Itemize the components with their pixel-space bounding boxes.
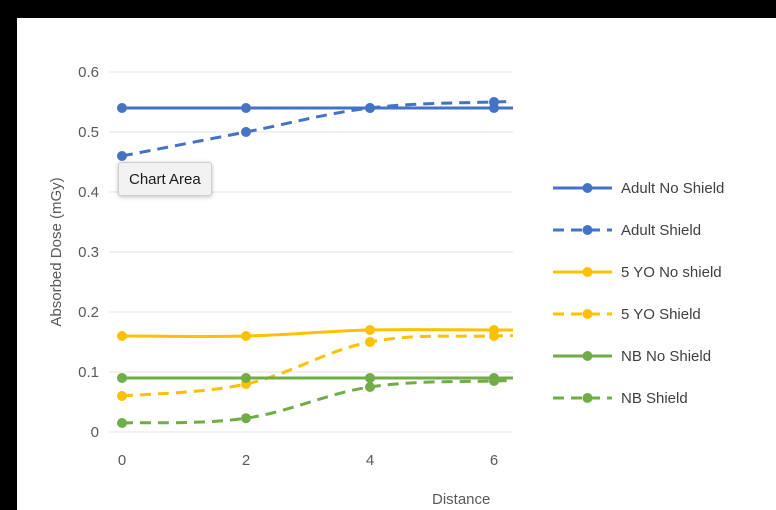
legend-swatch-marker xyxy=(582,225,593,235)
x-tick-label: 2 xyxy=(242,452,250,469)
data-point xyxy=(365,373,375,383)
legend-swatch-marker xyxy=(582,309,593,319)
data-point xyxy=(117,373,127,383)
y-axis-title: Absorbed Dose (mGy) xyxy=(48,177,65,326)
y-tick-label: 0.4 xyxy=(78,184,99,201)
chart-area-tooltip: Chart Area xyxy=(118,162,212,196)
data-point xyxy=(365,103,375,113)
data-point xyxy=(117,331,127,341)
legend: Adult No Shield Adult Shield 5 YO No shiel… xyxy=(553,180,724,407)
legend-swatch-marker xyxy=(582,351,593,361)
series-5-yo-shield xyxy=(117,331,513,401)
data-point xyxy=(489,331,499,341)
legend-label: 5 YO Shield xyxy=(621,306,701,323)
data-point xyxy=(241,413,251,424)
x-tick-label: 4 xyxy=(366,452,374,469)
data-point xyxy=(117,418,127,428)
series-nb-shield xyxy=(117,376,513,428)
legend-item: NB Shield xyxy=(553,390,688,407)
series-line xyxy=(121,334,513,398)
y-tick-label: 0.6 xyxy=(78,64,99,81)
legend-item: Adult Shield xyxy=(553,222,701,239)
legend-label: NB No Shield xyxy=(621,348,711,365)
y-tick-label: 0.1 xyxy=(78,364,99,381)
data-point xyxy=(489,376,499,386)
data-point xyxy=(117,103,127,113)
y-tick-label: 0.2 xyxy=(78,304,99,321)
legend-item: 5 YO Shield xyxy=(553,306,701,323)
legend-label: Adult Shield xyxy=(621,222,701,239)
chart-area[interactable]: 0 0.1 0.2 0.3 0.4 0.5 0.6 0 2 4 6 Absorbed Dose (… xyxy=(17,18,776,510)
data-point xyxy=(241,103,251,113)
data-point xyxy=(241,331,251,341)
legend-swatch-marker xyxy=(582,393,593,403)
data-point xyxy=(117,151,127,161)
x-axis-ticks: 0 2 4 6 xyxy=(118,452,498,469)
data-point xyxy=(241,373,251,383)
legend-label: 5 YO No shield xyxy=(621,264,722,281)
data-point xyxy=(365,382,375,392)
x-tick-label: 0 xyxy=(118,452,126,469)
data-point xyxy=(117,391,127,401)
data-point xyxy=(365,337,375,347)
series-line xyxy=(121,379,513,425)
legend-item: 5 YO No shield xyxy=(553,264,722,281)
legend-swatch-marker xyxy=(582,183,593,193)
legend-item: NB No Shield xyxy=(553,348,711,365)
data-point xyxy=(365,325,375,335)
data-point xyxy=(241,127,251,137)
legend-swatch-marker xyxy=(582,267,593,277)
y-axis-ticks: 0 0.1 0.2 0.3 0.4 0.5 0.6 xyxy=(78,64,99,441)
series-group xyxy=(117,97,513,428)
legend-label: NB Shield xyxy=(621,390,688,407)
y-tick-label: 0 xyxy=(91,424,99,441)
legend-label: Adult No Shield xyxy=(621,180,724,197)
x-tick-label: 6 xyxy=(490,452,498,469)
y-tick-label: 0.5 xyxy=(78,124,99,141)
x-axis-title: Distance xyxy=(432,491,490,508)
y-tick-label: 0.3 xyxy=(78,244,99,261)
data-point xyxy=(489,97,499,107)
series-adult-shield xyxy=(117,97,513,161)
legend-item: Adult No Shield xyxy=(553,180,724,197)
line-chart: 0 0.1 0.2 0.3 0.4 0.5 0.6 0 2 4 6 Absorbed Dose (… xyxy=(48,64,724,508)
